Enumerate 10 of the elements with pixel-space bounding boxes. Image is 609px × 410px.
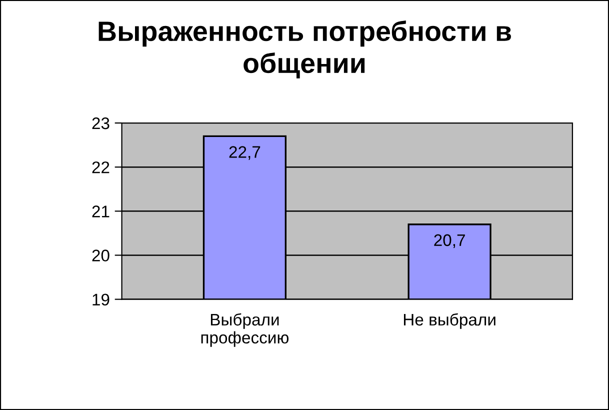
y-tick-label: 23: [92, 117, 110, 130]
y-tick-label: 20: [92, 250, 110, 262]
y-tick-label: 22: [92, 161, 110, 174]
data-label: 20,7: [434, 234, 465, 248]
y-tick-label: 19: [92, 294, 110, 306]
y-tick-label: 21: [92, 206, 110, 218]
x-tick-label: Выбрали профессию: [201, 313, 289, 347]
data-label: 22,7: [229, 146, 260, 160]
x-tick-label: Не выбрали: [404, 313, 496, 329]
chart-title: Выраженность потребности в общении: [98, 20, 511, 78]
